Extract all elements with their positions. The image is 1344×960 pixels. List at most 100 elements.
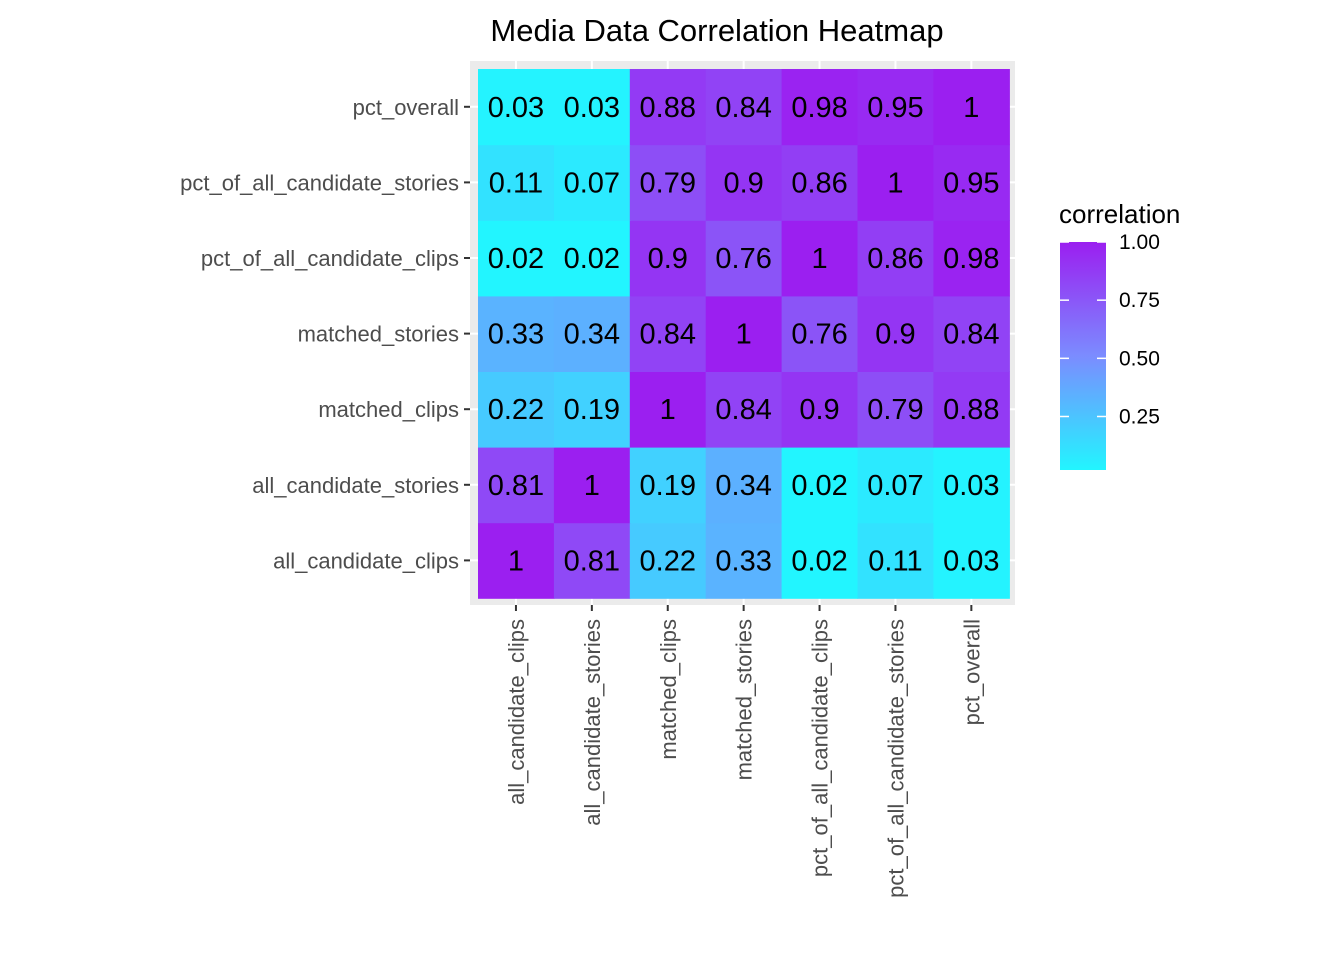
heatmap-cell bbox=[781, 220, 859, 297]
heatmap-cell bbox=[705, 295, 783, 372]
cell-value-label: 0.84 bbox=[943, 319, 999, 351]
cell-value-label: 0.03 bbox=[488, 92, 544, 124]
cell-value-label: 0.81 bbox=[488, 470, 544, 502]
cell-value-label: 0.9 bbox=[799, 394, 839, 426]
heatmap-cell bbox=[553, 522, 631, 599]
heatmap-cell bbox=[629, 220, 707, 297]
x-tick-label: matched_stories bbox=[732, 619, 757, 780]
chart-title: Media Data Correlation Heatmap bbox=[490, 13, 943, 48]
heatmap-cell bbox=[781, 447, 859, 524]
cell-value-label: 0.76 bbox=[791, 319, 847, 351]
heatmap-cell bbox=[629, 522, 707, 599]
heatmap-cell bbox=[478, 295, 555, 372]
cell-value-label: 0.95 bbox=[943, 167, 999, 199]
heatmap-cell bbox=[478, 69, 555, 146]
cell-value-labels: 1 0.81 0.22 0.33 0.02 0.11 0.03 0.81 1 0.19 0.34 0.… bbox=[488, 92, 1000, 578]
cell-value-label: 0.88 bbox=[640, 92, 696, 124]
cell-value-label: 1 bbox=[584, 470, 600, 502]
heatmap-cell bbox=[705, 144, 783, 221]
cell-value-label: 1 bbox=[963, 92, 979, 124]
y-tick-label: pct_of_all_candidate_clips bbox=[201, 246, 459, 271]
heatmap-cell bbox=[933, 144, 1010, 221]
heatmap-cell bbox=[553, 295, 631, 372]
heatmap-cell bbox=[629, 295, 707, 372]
y-tick-label: all_candidate_stories bbox=[252, 473, 459, 498]
x-axis: all_candidate_clips all_candidate_stories… bbox=[504, 605, 984, 898]
heatmap-cell bbox=[478, 371, 555, 448]
heatmap-cell bbox=[857, 144, 934, 221]
heatmap-cell bbox=[857, 371, 934, 448]
cell-value-label: 0.84 bbox=[715, 92, 771, 124]
cell-value-label: 0.84 bbox=[715, 394, 771, 426]
heatmap-cell bbox=[857, 447, 934, 524]
legend-tick-label: 0.75 bbox=[1119, 289, 1160, 312]
y-axis: all_candidate_clips all_candidate_stories… bbox=[180, 95, 470, 573]
x-tick-label: all_candidate_clips bbox=[504, 619, 529, 805]
cell-value-label: 0.9 bbox=[648, 243, 688, 275]
cell-value-label: 0.03 bbox=[943, 470, 999, 502]
cell-value-label: 0.98 bbox=[943, 243, 999, 275]
heatmap-cell bbox=[933, 220, 1010, 297]
legend-color-bar bbox=[1060, 242, 1106, 470]
heatmap-cell bbox=[553, 447, 631, 524]
cell-value-label: 0.9 bbox=[723, 167, 763, 199]
cell-value-label: 0.02 bbox=[791, 545, 847, 577]
cell-value-label: 0.11 bbox=[489, 167, 543, 199]
heatmap-cell bbox=[478, 144, 555, 221]
heatmap-cell bbox=[933, 447, 1010, 524]
cell-value-label: 0.07 bbox=[867, 470, 923, 502]
cell-value-label: 0.33 bbox=[488, 319, 544, 351]
heatmap-cell bbox=[857, 295, 934, 372]
y-tick-label: pct_overall bbox=[353, 95, 459, 120]
x-tick-label: all_candidate_stories bbox=[580, 619, 605, 826]
cell-value-label: 0.34 bbox=[564, 319, 620, 351]
heatmap-cell bbox=[781, 69, 859, 146]
heatmap-cell bbox=[781, 371, 859, 448]
heatmap-cell bbox=[933, 69, 1010, 146]
cell-value-label: 0.88 bbox=[943, 394, 999, 426]
legend-title: correlation bbox=[1059, 199, 1180, 229]
heatmap-cell bbox=[705, 220, 783, 297]
heatmap-cell bbox=[857, 69, 934, 146]
cell-value-label: 0.84 bbox=[640, 319, 696, 351]
legend-tick-label: 1.00 bbox=[1119, 231, 1160, 254]
heatmap-cell bbox=[705, 522, 783, 599]
cell-value-label: 0.03 bbox=[943, 545, 999, 577]
cell-value-label: 0.34 bbox=[715, 470, 771, 502]
cell-value-label: 0.22 bbox=[640, 545, 696, 577]
heatmap-cell bbox=[705, 69, 783, 146]
heatmap-cell bbox=[933, 295, 1010, 372]
heatmap-cells bbox=[478, 69, 1010, 599]
heatmap-cell bbox=[553, 69, 631, 146]
cell-value-label: 1 bbox=[887, 167, 903, 199]
cell-value-label: 0.79 bbox=[867, 394, 923, 426]
cell-value-label: 1 bbox=[660, 394, 676, 426]
heatmap-cell bbox=[553, 220, 631, 297]
cell-value-label: 0.98 bbox=[791, 92, 847, 124]
cell-value-label: 0.11 bbox=[868, 545, 922, 577]
cell-value-label: 0.07 bbox=[564, 167, 620, 199]
cell-value-label: 0.03 bbox=[564, 92, 620, 124]
y-tick-label: all_candidate_clips bbox=[273, 548, 459, 573]
heatmap-cell bbox=[478, 522, 555, 599]
y-tick-label: matched_clips bbox=[318, 397, 459, 422]
cell-value-label: 0.02 bbox=[488, 243, 544, 275]
heatmap-cell bbox=[553, 371, 631, 448]
cell-value-label: 0.76 bbox=[715, 243, 771, 275]
legend-ticks: 1.00 0.75 0.50 0.25 bbox=[1060, 231, 1160, 428]
cell-value-label: 0.86 bbox=[791, 167, 847, 199]
heatmap-cell bbox=[781, 295, 859, 372]
y-tick-label: pct_of_all_candidate_stories bbox=[180, 170, 459, 195]
x-tick-label: matched_clips bbox=[656, 619, 681, 760]
x-tick-label: pct_of_all_candidate_stories bbox=[883, 619, 908, 898]
heatmap-cell bbox=[705, 447, 783, 524]
x-tick-label: pct_of_all_candidate_clips bbox=[808, 619, 833, 877]
cell-value-label: 0.9 bbox=[875, 319, 915, 351]
cell-value-label: 0.02 bbox=[791, 470, 847, 502]
heatmap-cell bbox=[857, 522, 934, 599]
cell-value-label: 0.81 bbox=[564, 545, 620, 577]
heatmap-cell bbox=[705, 371, 783, 448]
cell-value-label: 1 bbox=[508, 545, 524, 577]
heatmap-cell bbox=[781, 144, 859, 221]
cell-value-label: 1 bbox=[736, 319, 752, 351]
